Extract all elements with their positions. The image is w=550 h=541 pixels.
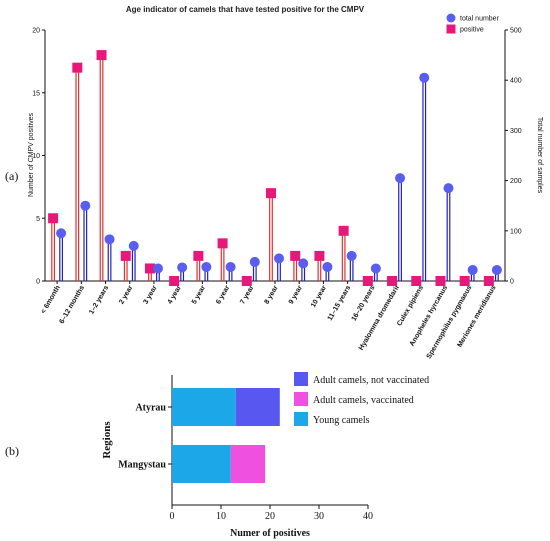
positive-marker: [96, 50, 107, 61]
bar-segment: [235, 388, 280, 426]
chart-a-y2tick-label: 0: [510, 279, 514, 286]
total-marker: [443, 183, 454, 194]
legend-positive-label: positive: [460, 27, 484, 34]
total-marker: [249, 256, 260, 267]
total-marker: [56, 228, 67, 239]
total-marker: [419, 72, 430, 83]
legend-swatch: [294, 392, 308, 406]
chart-a-ytick-label: 15: [32, 90, 40, 97]
positive-marker: [338, 225, 349, 236]
chart-a-ytick-label: 10: [32, 153, 40, 160]
chart-a-xtick-label: 1–2 years: [88, 284, 110, 315]
positive-marker: [483, 276, 494, 286]
chart-a-xtick-label: 11–15 years: [327, 284, 353, 322]
chart-a-ytick-label: 20: [32, 28, 40, 35]
total-marker: [104, 234, 115, 245]
total-marker: [298, 258, 309, 269]
chart-a-y2label: Total number of samples: [536, 117, 543, 194]
bar-segment: [230, 445, 266, 483]
legend-label: Adult camels, vaccinated: [313, 395, 414, 406]
positive-marker: [314, 250, 325, 261]
legend-positive-marker: [446, 24, 456, 34]
chart-a-ytick-label: 5: [36, 216, 40, 223]
chart-a-y2tick-label: 300: [510, 128, 522, 135]
stacked-bar-chart: Regions Numer of positives 0 10 20 30 40 Atyr…: [101, 372, 429, 539]
chart-a-xtick-label: Spermophilus pygmaeus: [426, 284, 474, 360]
total-marker: [322, 261, 333, 272]
positive-marker: [435, 276, 446, 286]
chart-a-xtick-label: Culex pipiens: [396, 284, 425, 327]
positive-marker: [144, 263, 155, 274]
positive-marker: [290, 250, 301, 261]
positive-marker: [459, 276, 470, 286]
chart-a-xtick-label: 6 year: [215, 284, 231, 305]
total-marker: [467, 264, 478, 275]
chart-b-ytick-label: Atyrau: [135, 403, 166, 414]
positive-marker: [217, 238, 228, 249]
legend-swatch: [294, 372, 308, 386]
chart-b-xtick-label: 0: [170, 511, 175, 522]
total-marker: [152, 263, 163, 274]
positive-marker: [48, 213, 59, 224]
total-marker: [395, 173, 406, 184]
chart-a-xtick-label: 6–12 months: [59, 284, 87, 325]
total-marker: [491, 264, 502, 275]
total-marker: [128, 240, 139, 251]
chart-b-ytick-label: Mangystau: [118, 460, 166, 471]
chart-a-xtick-label: 10 year: [310, 284, 328, 309]
chart-b-ylabel: Regions: [101, 421, 113, 459]
total-marker: [274, 253, 284, 264]
positive-marker: [193, 250, 204, 261]
positive-marker: [266, 188, 276, 199]
bar-segment: [172, 388, 236, 426]
bar-segment: [172, 445, 231, 483]
total-marker: [346, 250, 357, 261]
positive-marker: [411, 276, 422, 286]
positive-marker: [362, 276, 373, 286]
chart-a-xtick-label: 3 year: [142, 284, 158, 305]
total-marker: [201, 261, 212, 272]
total-marker: [177, 262, 188, 273]
total-marker: [370, 263, 381, 274]
legend-label: Young camels: [313, 415, 370, 426]
panel-label-b: (b): [5, 444, 19, 458]
total-marker: [225, 261, 236, 272]
positive-marker: [72, 62, 83, 73]
positive-marker: [241, 276, 252, 286]
chart-a-title: Age indicator of camels that have tested…: [126, 5, 365, 14]
chart-a-y2tick-label: 100: [510, 228, 522, 235]
chart-a-xtick-label: 4 year: [167, 284, 183, 305]
legend-total-label: total number: [460, 16, 500, 23]
chart-b-xtick-label: 40: [363, 511, 373, 522]
panel-label-a: (a): [5, 169, 18, 183]
positive-marker: [120, 250, 131, 261]
chart-a-ylabel: Number of CMPV positives: [28, 112, 35, 197]
legend-label: Adult camels, not vaccinated: [313, 375, 429, 386]
chart-b-xtick-label: 20: [265, 511, 275, 522]
chart-a-xtick-label: 9 year: [288, 284, 304, 305]
positive-marker: [387, 276, 398, 286]
chart-a-xtick-label: < 6month: [40, 285, 62, 316]
chart-a-y2tick-label: 200: [510, 178, 522, 185]
chart-a-xtick-label: 5 year: [191, 284, 207, 305]
chart-a-legend: total number positive: [446, 13, 500, 34]
chart-a-xtick-label: 8 year: [264, 284, 280, 305]
lollipop-chart: Age indicator of camels that have tested…: [28, 5, 543, 360]
chart-a-y2tick-label: 500: [510, 28, 522, 35]
chart-a-ytick-label: 0: [36, 279, 40, 286]
positive-marker: [169, 276, 180, 286]
chart-b-legend: Adult camels, not vaccinated Adult camels…: [294, 372, 429, 426]
legend-total-marker: [446, 13, 456, 23]
chart-a-y2tick-label: 400: [510, 78, 522, 85]
chart-b-xtick-label: 10: [216, 511, 226, 522]
chart-a-xtick-label: 16–20 years: [351, 284, 377, 322]
chart-b-xlabel: Numer of positives: [230, 528, 310, 539]
legend-swatch: [294, 412, 308, 426]
total-marker: [80, 200, 91, 211]
chart-a-xtick-label: 2 year: [118, 284, 134, 305]
chart-b-xtick-label: 30: [314, 511, 324, 522]
chart-a-xtick-label: 7 year: [239, 284, 255, 305]
